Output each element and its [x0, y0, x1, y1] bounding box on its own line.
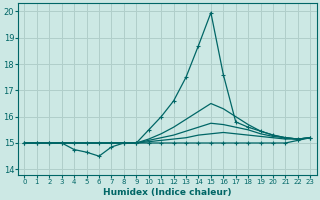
X-axis label: Humidex (Indice chaleur): Humidex (Indice chaleur) [103, 188, 232, 197]
